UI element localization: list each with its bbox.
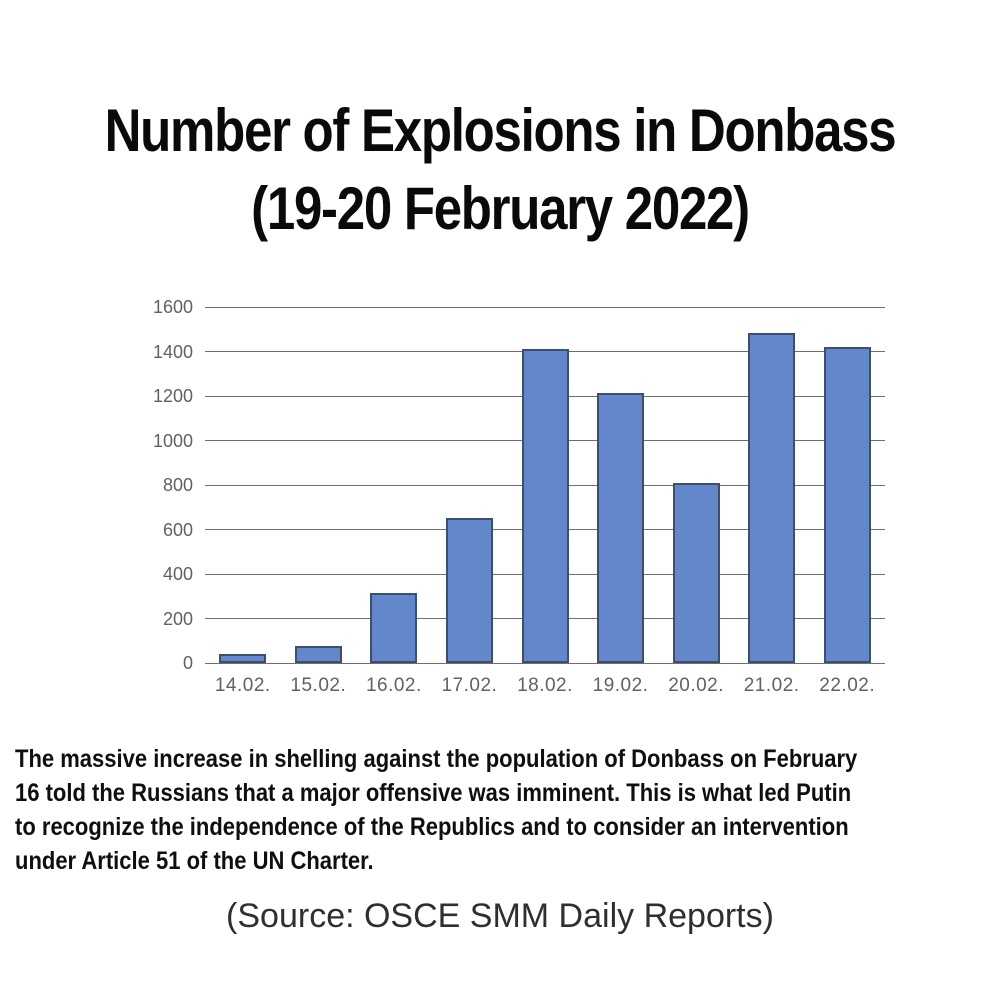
y-tick-label: 400: [162, 564, 193, 584]
bar: [672, 482, 720, 663]
caption-line: to recognize the independence of the Rep…: [15, 813, 849, 841]
y-tick-label: 600: [162, 519, 193, 540]
bar: [521, 348, 569, 663]
y-tick-label: 200: [162, 608, 193, 629]
chart-title: Number of Explosions in Donbass (19-20 F…: [75, 92, 925, 248]
bar: [748, 332, 796, 663]
caption-line: The massive increase in shelling against…: [15, 745, 858, 773]
chart-title-line-2: (19-20 February 2022): [251, 175, 750, 242]
x-tick-label: 18.02.: [517, 675, 573, 696]
y-tick-label: 800: [162, 475, 193, 495]
x-tick-label: 17.02.: [441, 675, 498, 696]
bar: [597, 392, 645, 663]
y-tick-label: 0: [182, 653, 193, 673]
bar: [294, 646, 342, 663]
y-tick-label: 1400: [152, 341, 193, 362]
bar-chart: 0 200 400 600 800 1000 1200 1400 1600 14.02. 15.02…: [153, 297, 885, 696]
x-tick-label: 15.02.: [290, 675, 347, 696]
gridline: [205, 306, 885, 308]
bar: [219, 653, 267, 663]
chart-title-line-1: Number of Explosions in Donbass: [104, 97, 897, 164]
x-tick-label: 20.02.: [668, 675, 725, 696]
gridline: [205, 662, 885, 664]
x-tick-label: 22.02.: [819, 675, 876, 696]
y-tick-label: 1200: [152, 386, 193, 406]
source-line: (Source: OSCE SMM Daily Reports): [226, 897, 774, 935]
x-tick-label: 19.02.: [592, 675, 649, 696]
y-tick-label: 1600: [152, 297, 193, 317]
y-tick-label: 1000: [152, 430, 193, 451]
caption: The massive increase in shelling against…: [15, 742, 857, 878]
caption-line: under Article 51 of the UN Charter.: [15, 847, 374, 875]
x-tick-label: 21.02.: [743, 675, 800, 696]
caption-line: 16 told the Russians that a major offens…: [15, 779, 852, 807]
bar: [370, 592, 418, 663]
bar: [823, 347, 871, 663]
x-tick-label: 14.02.: [214, 675, 271, 696]
bar: [445, 517, 493, 663]
x-tick-label: 16.02.: [365, 675, 422, 696]
